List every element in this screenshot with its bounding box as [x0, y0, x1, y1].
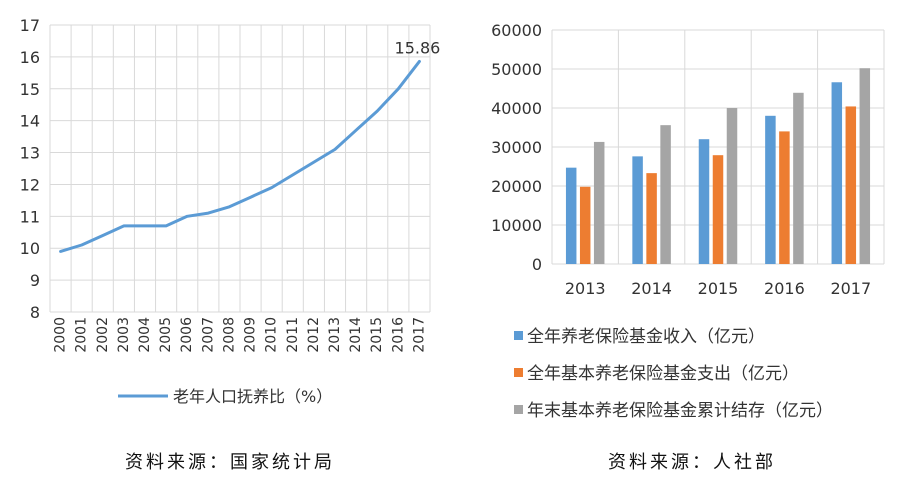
x-tick-label: 2000	[53, 317, 69, 353]
x-tick-label: 2004	[137, 317, 153, 353]
x-tick-label: 2013	[327, 317, 343, 353]
x-tick-label: 2015	[369, 317, 385, 353]
y-tick-label: 10000	[491, 216, 542, 235]
y-tick-label: 10	[20, 239, 40, 258]
x-tick-label: 2014	[631, 279, 672, 298]
x-tick-label: 2016	[390, 317, 406, 353]
y-tick-label: 0	[532, 255, 542, 274]
bar	[646, 173, 657, 264]
bar	[845, 106, 857, 264]
bar	[660, 125, 671, 264]
x-tick-label: 2007	[200, 317, 216, 353]
x-tick-label: 2013	[565, 279, 606, 298]
bar	[779, 131, 790, 264]
legend-label: 全年基本养老保险基金支出（亿元）	[527, 364, 799, 384]
x-tick-label: 2014	[348, 317, 364, 353]
y-tick-label: 9	[30, 271, 40, 290]
y-tick-label: 12	[20, 175, 40, 194]
legend-swatch	[514, 405, 523, 414]
y-tick-label: 8	[30, 303, 40, 322]
y-tick-label: 40000	[491, 99, 542, 118]
y-tick-label: 30000	[491, 138, 542, 157]
bar	[712, 155, 724, 264]
x-tick-label: 2017	[830, 279, 871, 298]
x-tick-label: 2002	[95, 317, 111, 353]
bar-chart: 0 10000 20000 30000 40000 50000 60000 2013 2014 2…	[491, 21, 885, 421]
x-tick-label: 2016	[764, 279, 805, 298]
legend-label: 全年养老保险基金收入（亿元）	[527, 327, 765, 347]
bar	[632, 156, 643, 264]
y-tick-label: 50000	[491, 60, 542, 79]
x-tick-label: 2010	[264, 317, 280, 353]
y-tick-label: 15	[20, 80, 40, 99]
y-tick-label: 11	[20, 207, 40, 226]
y-tick-label: 14	[20, 112, 40, 131]
y-tick-label: 17	[20, 16, 40, 35]
legend-swatch	[514, 368, 523, 377]
x-tick-label: 2015	[698, 279, 739, 298]
x-tick-label: 2011	[285, 317, 301, 353]
bar	[726, 108, 738, 264]
source-note-left: 资料来源：国家统计局	[125, 452, 335, 473]
y-tick-label: 13	[20, 144, 40, 163]
bar	[698, 139, 710, 264]
y-tick-label: 60000	[491, 21, 542, 40]
x-tick-label: 2017	[411, 317, 427, 353]
bar	[831, 82, 843, 264]
x-tick-label: 2012	[306, 317, 322, 353]
data-label: 15.86	[395, 38, 441, 57]
x-tick-label: 2001	[74, 317, 90, 353]
x-tick-label: 2009	[243, 317, 259, 353]
y-tick-label: 20000	[491, 177, 542, 196]
series-line	[59, 59, 421, 253]
line-chart: 8 9 10 11 12 13 14 15 16 17 2000 2001 2002 2003 2004 20…	[20, 16, 441, 406]
source-note-right: 资料来源：人社部	[608, 452, 776, 473]
legend-label: 年末基本养老保险基金累计结存（亿元）	[527, 401, 833, 421]
y-tick-label: 16	[20, 48, 40, 67]
bar	[565, 167, 577, 264]
legend-label: 老年人口抚养比（%）	[173, 387, 332, 406]
bar	[579, 186, 591, 264]
bar	[793, 92, 804, 264]
x-tick-label: 2005	[158, 317, 174, 353]
bar	[859, 68, 871, 264]
x-tick-label: 2008	[221, 317, 237, 353]
x-tick-label: 2003	[116, 317, 132, 353]
legend-swatch	[514, 331, 523, 340]
x-tick-label: 2006	[179, 317, 195, 353]
bar	[593, 141, 605, 264]
bar	[765, 115, 776, 264]
